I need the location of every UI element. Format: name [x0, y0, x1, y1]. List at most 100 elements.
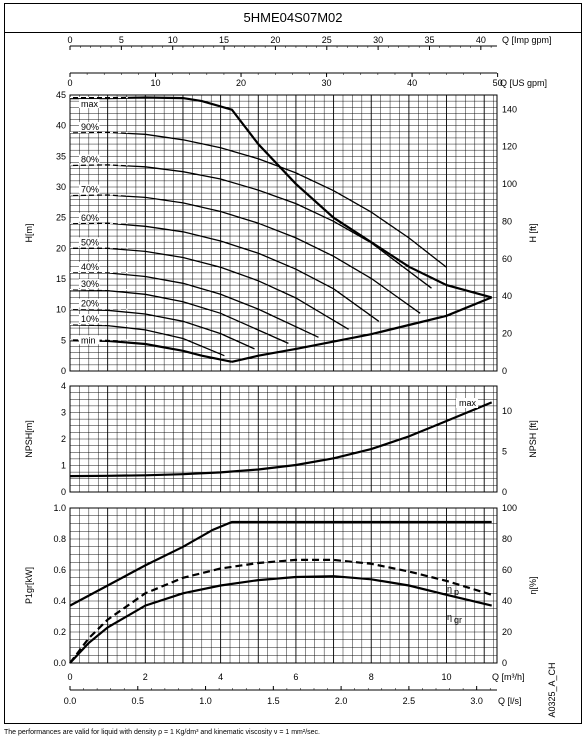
y-tick-label: 5 [61, 335, 66, 345]
series-10% [69, 324, 225, 357]
ls-tick-label: 2.0 [335, 696, 348, 706]
series-50% [70, 247, 349, 330]
curve-label-bg [79, 99, 100, 109]
y-tick-label: 45 [56, 90, 66, 100]
y-tick-label-right: 10 [502, 406, 512, 416]
curve-label-max: max [459, 398, 477, 408]
curve-label-10%: 10% [81, 314, 99, 324]
y-tick-label-right: 20 [502, 627, 512, 637]
ls-tick-label: 1.0 [199, 696, 212, 706]
imp-gpm-tick-label: 20 [270, 35, 280, 45]
footnote: The performances are valid for liquid wi… [4, 729, 320, 736]
us-gpm-tick-label: 50 [493, 78, 503, 88]
us-gpm-tick-label: 40 [407, 78, 417, 88]
y-axis-label: NPSH[m] [24, 420, 34, 458]
y-tick-label-right: 0 [502, 366, 507, 376]
imp-gpm-axis-label: Q [Imp gpm] [502, 35, 552, 45]
curve-label-bg [79, 154, 100, 164]
y-tick-label: 10 [56, 305, 66, 315]
y-tick-label-right: 40 [502, 596, 512, 606]
series-80% [69, 164, 432, 289]
imp-gpm-tick-label: 40 [476, 35, 486, 45]
series-max [70, 96, 492, 299]
curve-label-max: max [81, 99, 99, 109]
y-tick-label-right: 100 [502, 503, 517, 513]
curve-label-etagr: η [447, 612, 452, 622]
series-P1gr [69, 520, 492, 607]
us-gpm-axis-label: Q [US gpm] [500, 78, 547, 88]
ls-tick-label: 0.0 [64, 696, 77, 706]
plot-border [69, 385, 498, 493]
curve-label-bg [79, 237, 100, 247]
panel-npsh [69, 385, 498, 493]
curve-label-bg [79, 184, 100, 194]
imp-gpm-tick-label: 10 [168, 35, 178, 45]
y-tick-label: 25 [56, 213, 66, 223]
ls-tick-label: 3.0 [470, 696, 483, 706]
curve-label-bg [456, 398, 478, 408]
y-axis-label-right: H [ft] [528, 223, 538, 242]
y-axis-label-right: η[%] [528, 576, 538, 594]
curve-label-etagr-sub: gr [454, 615, 462, 625]
y-tick-label: 0.0 [53, 658, 66, 668]
curve-label-bg [79, 298, 100, 308]
imp-gpm-tick-label: 15 [219, 35, 229, 45]
y-tick-label: 0.6 [53, 565, 66, 575]
us-gpm-tick-label: 10 [151, 78, 161, 88]
series-30% [69, 289, 289, 344]
y-tick-label: 3 [61, 408, 66, 418]
y-tick-label-right: 5 [502, 447, 507, 457]
curve-label-bg [79, 335, 100, 345]
curve-label-80%: 80% [81, 155, 99, 165]
curve-label-70%: 70% [81, 185, 99, 195]
y-tick-label: 1.0 [53, 503, 66, 513]
series-limit [231, 296, 493, 363]
y-tick-label-right: 0 [502, 658, 507, 668]
chart-code: A0325_A_CH [547, 662, 557, 717]
m3h-tick-label: 6 [293, 672, 298, 682]
ls-tick-label: 2.5 [403, 696, 416, 706]
curve-label-bg [79, 122, 100, 132]
series-ηgr [69, 575, 492, 664]
curve-label-etap-sub: p [454, 587, 459, 597]
ls-tick-label: 1.5 [267, 696, 280, 706]
m3h-tick-label: 4 [218, 672, 223, 682]
m3h-tick-label: 10 [442, 672, 452, 682]
chart-frame [4, 3, 582, 724]
m3h-tick-label: 8 [369, 672, 374, 682]
y-tick-label: 0.2 [53, 627, 66, 637]
imp-gpm-tick-label: 35 [424, 35, 434, 45]
curve-label-40%: 40% [81, 262, 99, 272]
curve-label-90%: 90% [81, 122, 99, 132]
curve-label-60%: 60% [81, 213, 99, 223]
curve-label-bg [79, 279, 100, 289]
y-tick-label-right: 60 [502, 565, 512, 575]
panel-head [69, 94, 498, 372]
imp-gpm-tick-label: 0 [67, 35, 72, 45]
imp-gpm-tick-label: 5 [119, 35, 124, 45]
y-tick-label-right: 60 [502, 254, 512, 264]
y-tick-label: 0.4 [53, 596, 66, 606]
m3h-axis-label: Q [m³/h] [492, 672, 525, 682]
chart-title: 5HME04S07M02 [4, 3, 582, 33]
curve-label-bg [79, 314, 100, 323]
curve-label-50%: 50% [81, 237, 99, 247]
y-tick-label-right: 80 [502, 534, 512, 544]
y-tick-label: 2 [61, 434, 66, 444]
y-tick-label: 0.8 [53, 534, 66, 544]
curve-label-min: min [81, 335, 96, 345]
y-tick-label: 1 [61, 461, 66, 471]
y-tick-label: 0 [61, 366, 66, 376]
y-tick-label: 0 [61, 487, 66, 497]
y-tick-label: 4 [61, 381, 66, 391]
m3h-tick-label: 2 [143, 672, 148, 682]
curve-label-etap: η [447, 584, 452, 594]
y-tick-label-right: 100 [502, 179, 517, 189]
series-20% [69, 309, 255, 350]
y-tick-label: 30 [56, 182, 66, 192]
us-gpm-tick-label: 30 [322, 78, 332, 88]
series-70% [69, 194, 421, 314]
curve-label-bg [79, 261, 100, 271]
ls-tick-label: 0.5 [132, 696, 145, 706]
